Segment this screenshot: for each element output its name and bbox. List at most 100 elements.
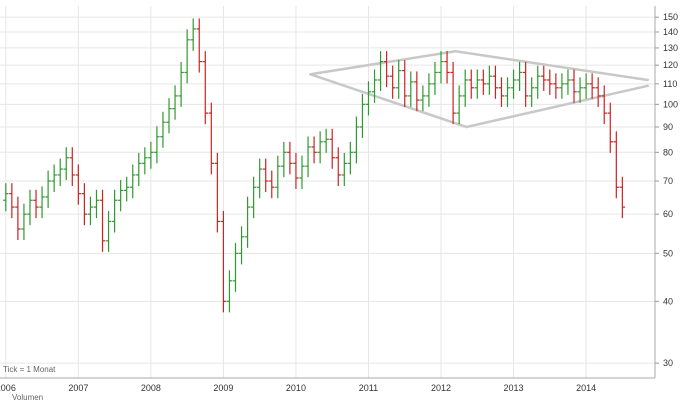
ohlc-bar <box>395 60 402 99</box>
bars-layer <box>3 18 626 313</box>
ohlc-bar <box>516 61 523 92</box>
ohlc-bar <box>21 203 27 241</box>
ohlc-bar <box>420 85 426 112</box>
ohlc-bar <box>178 61 184 107</box>
ohlc-bar <box>172 85 178 120</box>
ohlc-bar <box>492 65 499 99</box>
ohlc-bar <box>15 196 21 241</box>
ohlc-bar <box>571 69 577 103</box>
y-tick-label: 150 <box>663 12 678 22</box>
ohlc-bar <box>607 102 613 153</box>
ohlc-bar <box>244 196 251 248</box>
ohlc-bar <box>105 210 112 252</box>
ohlc-bar <box>450 61 456 125</box>
ohlc-bar <box>63 147 69 181</box>
ohlc-bar <box>136 152 142 186</box>
ohlc-bar <box>220 210 227 313</box>
ohlc-bar <box>111 189 118 233</box>
ohlc-bar <box>184 29 190 84</box>
ohlc-bar <box>335 147 341 186</box>
ohlc-bar <box>75 164 82 205</box>
x-tick-label: 2007 <box>68 383 88 393</box>
ohlc-bar <box>226 270 233 313</box>
ohlc-bar <box>541 65 547 92</box>
pattern-line <box>309 73 468 129</box>
ohlc-bar <box>474 69 481 99</box>
ohlc-bar <box>438 51 444 84</box>
ohlc-bar <box>51 164 57 193</box>
ohlc-bar <box>553 73 559 99</box>
y-tick-label: 60 <box>663 209 673 219</box>
ohlc-bar <box>577 77 583 103</box>
ohlc-bar <box>160 111 166 148</box>
ohlc-bar <box>57 158 63 186</box>
ohlc-bar <box>81 183 88 226</box>
ohlc-bar <box>414 71 420 112</box>
ohlc-bar <box>250 176 257 219</box>
pattern-line <box>465 84 649 129</box>
ohlc-bar <box>117 179 124 212</box>
ohlc-bar <box>522 61 529 107</box>
ohlc-bar <box>69 147 76 186</box>
ohlc-bar <box>565 69 571 95</box>
ohlc-bar <box>528 77 535 107</box>
ohlc-bar <box>142 147 148 175</box>
ohlc-bar <box>510 69 517 99</box>
y-tick-label: 130 <box>663 43 678 53</box>
ohlc-bar <box>130 164 136 199</box>
ohlc-bar <box>589 73 595 99</box>
ohlc-bar <box>486 65 493 95</box>
y-tick-label: 110 <box>663 79 677 89</box>
y-axis: 30 40 50 60 70 80 90 100 110 120 130 140 150 <box>655 12 678 368</box>
ohlc-bar <box>383 51 390 88</box>
ohlc-bar <box>444 51 450 84</box>
ohlc-bar <box>468 69 474 99</box>
ohlc-bar <box>341 152 348 186</box>
ohlc-bar <box>208 102 215 175</box>
ohlc-bar <box>359 93 366 139</box>
x-tick-label: 2006 <box>0 383 16 393</box>
ohlc-bar <box>402 60 408 107</box>
ohlc-bar <box>27 189 33 226</box>
x-tick-label: 2008 <box>141 383 161 393</box>
ohlc-bar <box>9 183 15 219</box>
x-tick-label: 2010 <box>286 383 306 393</box>
ohlc-bar <box>353 116 360 164</box>
ohlc-bar <box>559 73 565 99</box>
ohlc-bar <box>3 183 9 212</box>
ohlc-bar <box>601 85 607 125</box>
pattern-layer <box>309 50 649 129</box>
y-tick-label: 140 <box>663 27 678 37</box>
x-tick-label: 2013 <box>504 383 524 393</box>
ohlc-bar <box>99 189 106 252</box>
ohlc-bar <box>371 69 378 103</box>
x-axis: 2006 2007 2008 2009 2010 2011 2012 2013 2014 <box>0 383 596 393</box>
ohlc-bar <box>329 128 335 169</box>
ohlc-bar <box>389 65 396 99</box>
ohlc-bar <box>190 18 196 51</box>
ohlc-bar <box>305 136 311 178</box>
ohlc-bar <box>426 73 432 107</box>
x-tick-label: 2012 <box>431 383 451 393</box>
ohlc-bar <box>123 176 130 202</box>
ohlc-bar <box>480 69 487 95</box>
ohlc-bar <box>154 126 160 164</box>
y-tick-label: 90 <box>663 122 673 132</box>
ohlc-bar <box>287 141 293 175</box>
ohlc-bar <box>214 152 221 233</box>
x-tick-label: 2009 <box>213 383 233 393</box>
y-tick-label: 100 <box>663 99 678 109</box>
ohlc-bar <box>256 158 263 199</box>
ohlc-bar <box>45 170 51 208</box>
volume-label: Volumen <box>12 393 43 401</box>
ohlc-bar <box>166 98 172 134</box>
ohlc-bar <box>498 77 505 107</box>
ohlc-bar <box>432 61 438 95</box>
y-tick-label: 120 <box>663 60 678 70</box>
ohlc-bar <box>263 158 269 193</box>
ohlc-bar <box>365 81 372 116</box>
ohlc-bar <box>619 176 626 219</box>
ohlc-bar <box>269 170 275 199</box>
ohlc-bar <box>347 141 354 175</box>
